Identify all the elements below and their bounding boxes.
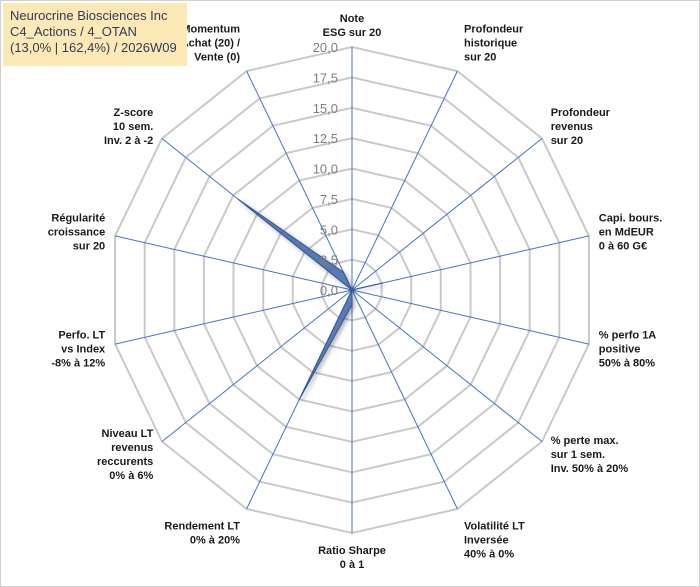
chart-title-category: C4_Actions / 4_OTAN [10,24,137,39]
axis-label: Niveau LT revenus reccurents 0% à 6% [97,428,154,482]
axis-label: Note ESG sur 20 [323,13,382,39]
axis-label: Capi. bours. en MdEUR 0 à 60 G€ [599,213,663,253]
axis-label: Profondeur revenus sur 20 [551,107,611,147]
axis-label: Régularité croissance sur 20 [48,213,105,253]
radar-series [237,198,383,400]
axis-label: % perfo 1A positive 50% à 80% [599,330,657,370]
axis-spoke [351,289,590,345]
tick-label: 2,5 [320,253,338,268]
axis-label: Ratio Sharpe 0 à 1 [318,545,386,571]
axis-spoke [351,289,543,442]
tick-label: 20,0 [313,40,338,55]
axis-label: Rendement LT 0% à 20% [164,520,240,546]
axis-label: Momentum Achat (20) / Vente (0) [181,24,241,64]
tick-label: 7,5 [320,192,338,207]
tick-label: 10,0 [313,162,338,177]
axis-labels: Note ESG sur 20 Profondeur historique sur 20… [48,13,663,571]
chart-title-box: Neurocrine Biosciences Inc C4_Actions / … [3,3,187,66]
radial-tick-labels: 0,0 2,5 5,0 7,5 10,0 12,5 15,0 17,5 20,0 [313,40,338,298]
axis-label: Volatilité LT Inversée 40% à 0% [464,520,525,560]
tick-label: 15,0 [313,101,338,116]
tick-label: 5,0 [320,222,338,237]
axis-spoke [246,70,353,291]
axis-spoke [351,235,590,291]
axis-spoke [351,70,458,291]
axis-label: Profondeur historique sur 20 [464,24,524,64]
axis-spoke [351,289,458,510]
axis-spoke [351,138,543,291]
tick-label: 0,0 [320,283,338,298]
axis-label: Z-score 10 sem. Inv. 2 à -2 [104,107,153,147]
axis-label: Perfo. LT vs Index -8% à 12% [51,330,106,370]
axis-spoke [114,289,353,345]
series-area [237,198,383,400]
chart-title-company: Neurocrine Biosciences Inc [10,8,168,23]
tick-label: 17,5 [313,70,338,85]
chart-title-stats: (13,0% | 162,4%) / 2026W09 [10,40,177,55]
axis-label: % perte max. sur 1 sem. Inv. 50% à 20% [551,435,629,475]
axis-spoke [114,235,353,291]
axis-spoke [161,289,353,442]
tick-label: 12,5 [313,131,338,146]
